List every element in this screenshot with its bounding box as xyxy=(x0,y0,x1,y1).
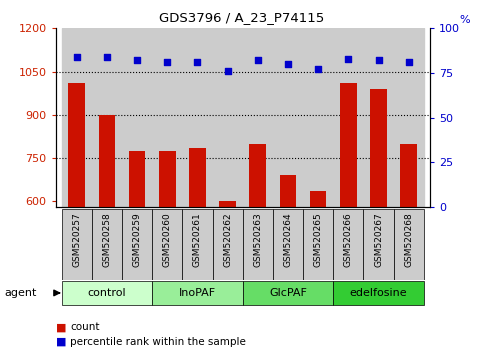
Bar xyxy=(310,191,327,207)
Text: GSM520258: GSM520258 xyxy=(102,212,112,267)
FancyBboxPatch shape xyxy=(62,209,92,280)
Bar xyxy=(219,201,236,207)
Bar xyxy=(273,28,303,207)
Bar xyxy=(213,28,243,207)
Text: GSM520257: GSM520257 xyxy=(72,212,81,267)
Bar xyxy=(250,144,266,207)
Bar xyxy=(364,28,394,207)
Point xyxy=(254,58,262,63)
Bar xyxy=(122,28,152,207)
Point xyxy=(103,54,111,60)
Text: GSM520262: GSM520262 xyxy=(223,212,232,267)
Text: control: control xyxy=(87,288,126,298)
Bar xyxy=(340,83,356,207)
Bar xyxy=(370,89,387,207)
Bar xyxy=(92,28,122,207)
FancyBboxPatch shape xyxy=(333,281,424,305)
FancyBboxPatch shape xyxy=(243,281,333,305)
Point xyxy=(405,59,412,65)
Bar xyxy=(159,151,175,207)
Text: GSM520259: GSM520259 xyxy=(132,212,142,267)
Point xyxy=(284,61,292,67)
Point xyxy=(375,58,383,63)
FancyBboxPatch shape xyxy=(152,209,183,280)
Text: %: % xyxy=(460,15,470,25)
Text: edelfosine: edelfosine xyxy=(350,288,407,298)
Bar xyxy=(129,151,145,207)
Bar xyxy=(303,28,333,207)
FancyBboxPatch shape xyxy=(303,209,333,280)
Text: percentile rank within the sample: percentile rank within the sample xyxy=(70,337,246,347)
Text: GSM520266: GSM520266 xyxy=(344,212,353,267)
Text: GDS3796 / A_23_P74115: GDS3796 / A_23_P74115 xyxy=(159,11,324,24)
Bar xyxy=(400,144,417,207)
FancyBboxPatch shape xyxy=(122,209,152,280)
Text: GSM520263: GSM520263 xyxy=(253,212,262,267)
FancyBboxPatch shape xyxy=(92,209,122,280)
Bar xyxy=(99,115,115,207)
FancyBboxPatch shape xyxy=(364,209,394,280)
Point xyxy=(73,54,81,60)
FancyBboxPatch shape xyxy=(273,209,303,280)
FancyBboxPatch shape xyxy=(213,209,243,280)
Text: ■: ■ xyxy=(56,322,66,332)
Bar xyxy=(333,28,364,207)
Bar xyxy=(394,28,424,207)
Bar xyxy=(183,28,213,207)
Bar xyxy=(280,175,296,207)
Text: GSM520261: GSM520261 xyxy=(193,212,202,267)
Text: count: count xyxy=(70,322,99,332)
Bar xyxy=(62,28,92,207)
FancyBboxPatch shape xyxy=(394,209,424,280)
Point xyxy=(163,59,171,65)
Text: ■: ■ xyxy=(56,337,66,347)
Text: GSM520267: GSM520267 xyxy=(374,212,383,267)
Bar xyxy=(189,148,206,207)
Text: GSM520260: GSM520260 xyxy=(163,212,172,267)
FancyBboxPatch shape xyxy=(243,209,273,280)
Text: GSM520268: GSM520268 xyxy=(404,212,413,267)
FancyBboxPatch shape xyxy=(62,281,152,305)
Point xyxy=(133,58,141,63)
Text: agent: agent xyxy=(5,288,37,298)
Bar xyxy=(152,28,183,207)
Point xyxy=(344,56,352,62)
Bar xyxy=(243,28,273,207)
FancyBboxPatch shape xyxy=(152,281,243,305)
Text: GSM520265: GSM520265 xyxy=(313,212,323,267)
Point xyxy=(314,67,322,72)
Text: GSM520264: GSM520264 xyxy=(284,212,293,267)
Bar xyxy=(69,83,85,207)
Text: InoPAF: InoPAF xyxy=(179,288,216,298)
FancyBboxPatch shape xyxy=(183,209,213,280)
FancyBboxPatch shape xyxy=(333,209,364,280)
Point xyxy=(194,59,201,65)
Text: GlcPAF: GlcPAF xyxy=(269,288,307,298)
Point xyxy=(224,68,231,74)
